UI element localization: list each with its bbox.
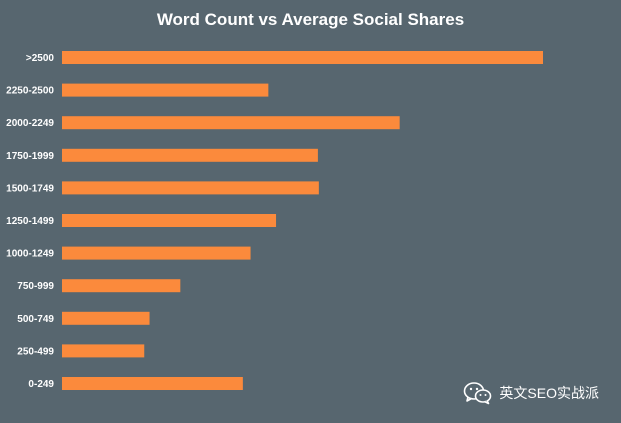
- bar: [62, 311, 150, 325]
- category-label: 250-499: [17, 346, 54, 357]
- bar: [62, 83, 269, 97]
- chart-title: Word Count vs Average Social Shares: [156, 10, 465, 29]
- bar: [62, 377, 243, 390]
- category-label: 750-999: [17, 281, 54, 292]
- watermark: 英文SEO实战派: [463, 381, 599, 405]
- category-label: 1250-1499: [6, 216, 54, 227]
- category-label: 500-749: [17, 314, 54, 325]
- category-label: 0-249: [28, 379, 54, 390]
- bar: [62, 246, 251, 260]
- category-label: 1500-1749: [6, 183, 54, 194]
- watermark-label: 英文SEO实战派: [499, 385, 599, 401]
- category-label: 1000-1249: [6, 249, 54, 260]
- bar: [62, 214, 277, 227]
- category-label: 2000-2249: [6, 118, 54, 129]
- category-label: >2500: [26, 53, 55, 64]
- bar: [62, 181, 319, 195]
- bar: [62, 51, 543, 64]
- category-label: 1750-1999: [6, 151, 54, 162]
- wechat-logo-icon: [464, 382, 492, 405]
- category-label: 2250-2500: [6, 86, 54, 97]
- bar: [62, 344, 145, 358]
- bar: [62, 116, 400, 130]
- bar: [62, 148, 318, 162]
- bar: [62, 279, 181, 293]
